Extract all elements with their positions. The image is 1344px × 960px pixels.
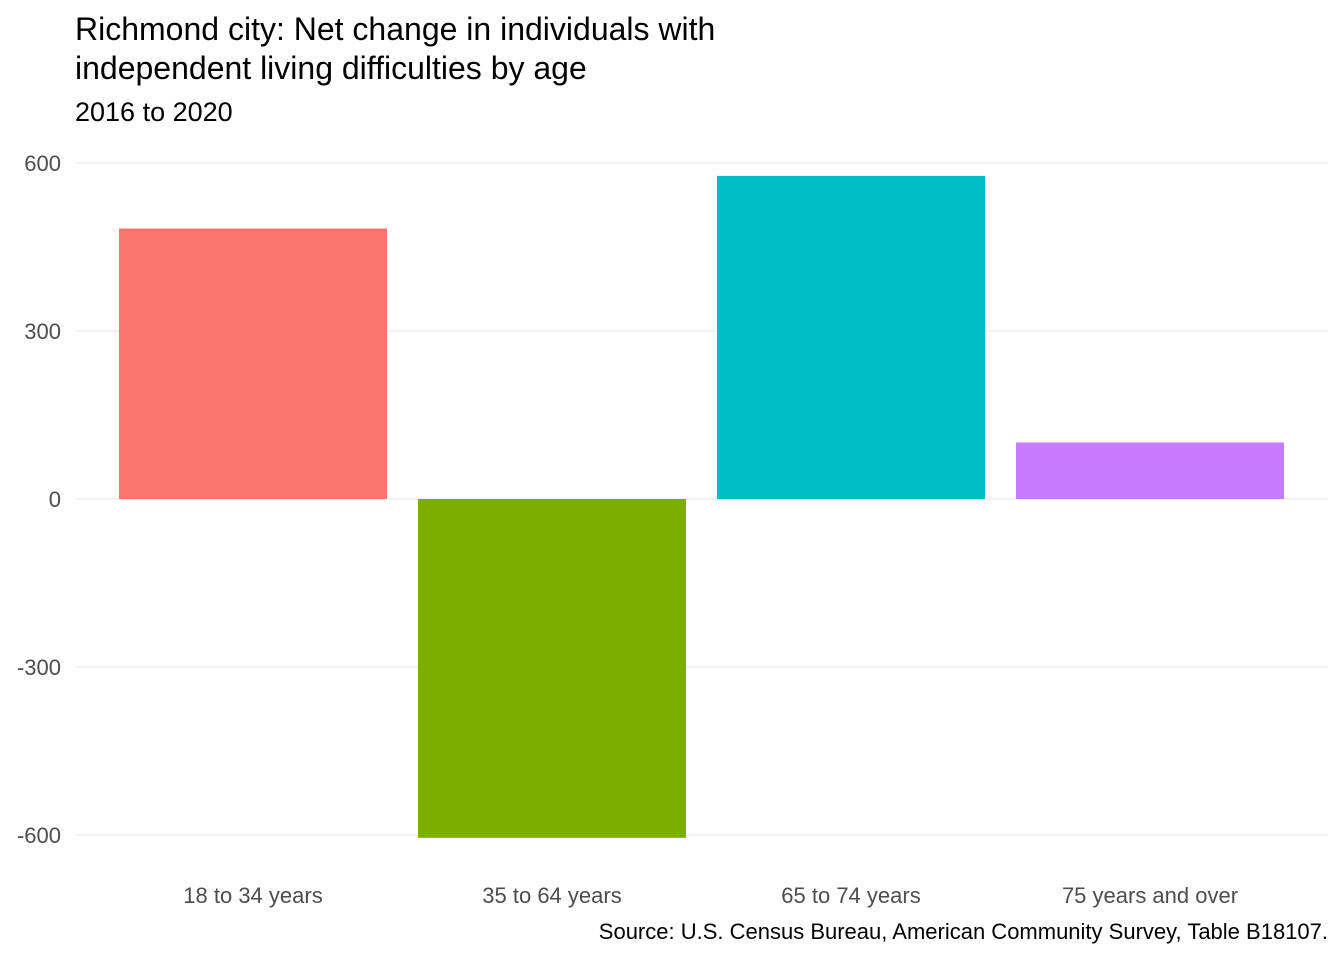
y-tick-label: -300 bbox=[17, 655, 61, 680]
chart-caption: Source: U.S. Census Bureau, American Com… bbox=[598, 919, 1328, 944]
x-tick-label: 18 to 34 years bbox=[183, 883, 322, 908]
bar-18-to-34-years bbox=[119, 228, 387, 499]
y-tick-label: 600 bbox=[24, 151, 61, 176]
bar-65-to-74-years bbox=[717, 175, 985, 499]
x-tick-label: 65 to 74 years bbox=[781, 883, 920, 908]
x-tick-label: 35 to 64 years bbox=[482, 883, 621, 908]
y-tick-label: -600 bbox=[17, 823, 61, 848]
y-tick-label: 300 bbox=[24, 319, 61, 344]
bar-75-years-and-over bbox=[1016, 442, 1284, 499]
y-tick-label: 0 bbox=[49, 487, 61, 512]
x-tick-label: 75 years and over bbox=[1062, 883, 1238, 908]
chart-title-line-2: independent living difficulties by age bbox=[75, 50, 587, 86]
x-axis-tick-labels: 18 to 34 years 35 to 64 years 65 to 74 yea… bbox=[183, 883, 1238, 908]
chart-title-line-1: Richmond city: Net change in individuals… bbox=[75, 11, 716, 47]
chart-subtitle: 2016 to 2020 bbox=[75, 97, 233, 127]
bar-35-to-64-years bbox=[418, 499, 686, 838]
y-axis-tick-labels: 600 300 0 -300 -600 bbox=[17, 151, 61, 848]
bars bbox=[119, 175, 1284, 838]
chart-title: Richmond city: Net change in individuals… bbox=[75, 10, 715, 88]
